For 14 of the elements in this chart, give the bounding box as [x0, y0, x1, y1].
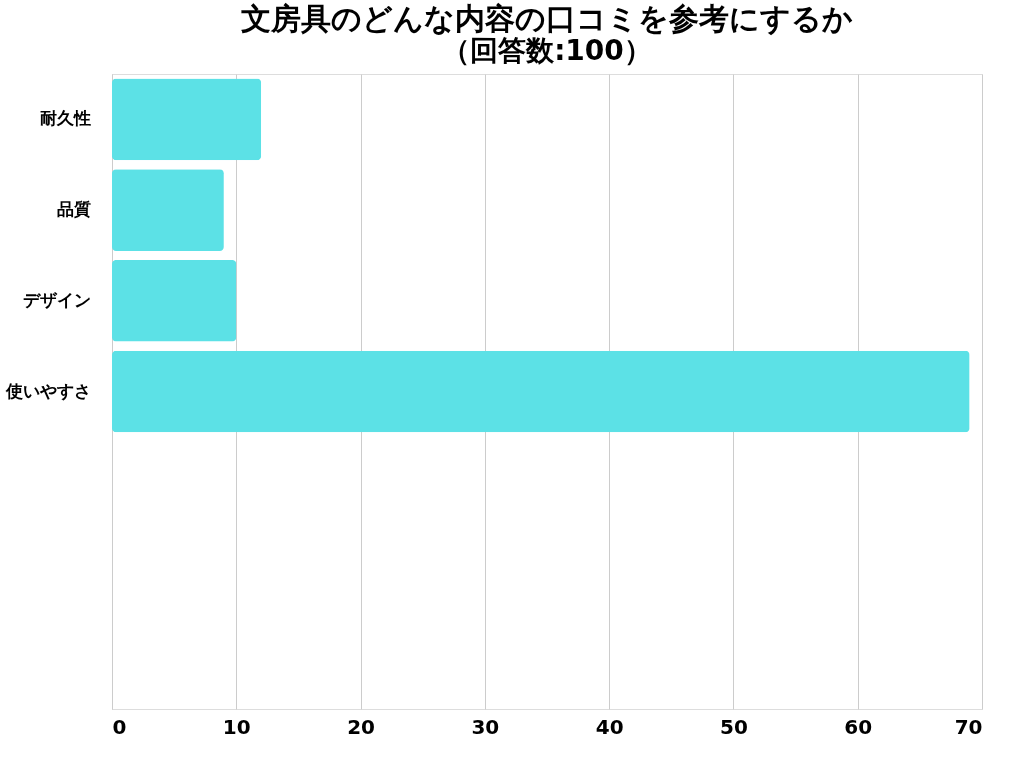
x-tick-label: 20: [347, 714, 375, 739]
x-tick-label: 50: [720, 714, 748, 739]
x-tick-label: 60: [844, 714, 873, 739]
y-tick-label: デザイン: [22, 289, 91, 310]
chart-title: 文房具のどんな内容の口コミを参考にするか: [241, 1, 853, 36]
x-tick-label: 40: [595, 714, 624, 739]
chart-subtitle: （回答数:100）: [442, 34, 652, 67]
x-tick-label: 0: [112, 714, 127, 739]
y-tick-label: 使いやすさ: [4, 380, 91, 401]
x-tick-label: 30: [471, 714, 500, 739]
y-tick-label: 耐久性: [39, 108, 91, 129]
y-tick-label: 品質: [56, 199, 91, 220]
x-tick-label: 10: [222, 714, 251, 739]
x-tick-label: 70: [954, 714, 983, 739]
